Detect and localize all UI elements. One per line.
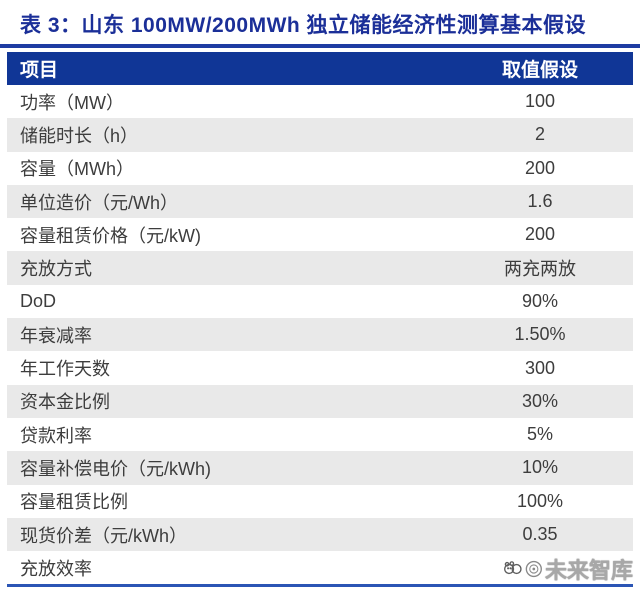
- row-value: 0.35: [522, 524, 558, 544]
- table-body: 功率（MW） 100 储能时长（h） 2 容量（MWh） 200 单位造价（元/Wh） 1.6…: [7, 85, 633, 585]
- row-label: 容量租赁价格（元/kW): [20, 225, 201, 246]
- row-value: 10%: [521, 457, 559, 478]
- table-header-row: 项目 取值假设: [7, 52, 633, 85]
- row-value: 30%: [521, 390, 559, 411]
- table-row: 充放方式 两充两放: [7, 251, 633, 285]
- row-label: DoD: [20, 290, 57, 311]
- row-label: 容量补偿电价（元/kWh): [20, 458, 211, 479]
- row-value: 90%: [521, 290, 559, 311]
- table-row: 单位造价（元/Wh） 1.6: [7, 184, 633, 219]
- table-row: 容量租赁比例 100%: [7, 484, 633, 518]
- row-value: 两充两放: [504, 259, 576, 280]
- table-row: 现货价差（元/kWh） 0.35: [7, 517, 633, 552]
- table-row: 容量（MWh） 200: [7, 151, 633, 185]
- table-bottom-border: [7, 584, 633, 587]
- table-title: 表 3：山东 100MW/200MWh 独立储能经济性测算基本假设: [20, 14, 587, 37]
- table-row: 容量租赁价格（元/kW) 200: [7, 218, 633, 252]
- table-row: 功率（MW） 100: [7, 85, 633, 119]
- row-label: 储能时长（h）: [20, 125, 139, 146]
- row-label: 容量（MWh）: [20, 159, 134, 180]
- column-header-value: 取值假设: [501, 60, 578, 81]
- row-value: 300: [524, 357, 556, 378]
- column-header-item: 项目: [20, 60, 59, 81]
- row-value: 100: [524, 91, 556, 112]
- table-row: 容量补偿电价（元/kWh) 10%: [7, 451, 633, 485]
- title-divider: [0, 44, 640, 48]
- table-row: 贷款利率 5%: [7, 417, 633, 452]
- row-value: 200: [524, 157, 556, 178]
- table-row: 储能时长（h） 2: [7, 118, 633, 152]
- table-row: 资本金比例 30%: [7, 384, 633, 418]
- row-value: 1.6: [527, 191, 553, 212]
- table-row: 年衰减率 1.50%: [7, 318, 633, 352]
- table-row: DoD 90%: [7, 284, 633, 319]
- row-label: 充放方式: [20, 259, 92, 280]
- row-value: 1.50%: [514, 324, 566, 345]
- row-value: 200: [524, 224, 556, 245]
- row-label: 贷款利率: [20, 425, 92, 446]
- row-label: 年衰减率: [20, 325, 92, 346]
- row-label: 功率（MW）: [20, 92, 124, 113]
- row-label: 年工作天数: [20, 359, 110, 380]
- row-value: 2: [534, 124, 545, 145]
- row-value: 100%: [516, 490, 564, 511]
- row-label: 单位造价（元/Wh）: [20, 192, 179, 213]
- row-label: 现货价差（元/kWh）: [20, 525, 188, 546]
- row-label: 容量租赁比例: [20, 492, 128, 513]
- row-label: 资本金比例: [20, 392, 110, 413]
- table-row: 年工作天数 300: [7, 351, 633, 385]
- table-row: 充放效率: [7, 551, 633, 585]
- row-value: 5%: [526, 424, 553, 445]
- row-label: 充放效率: [20, 558, 92, 579]
